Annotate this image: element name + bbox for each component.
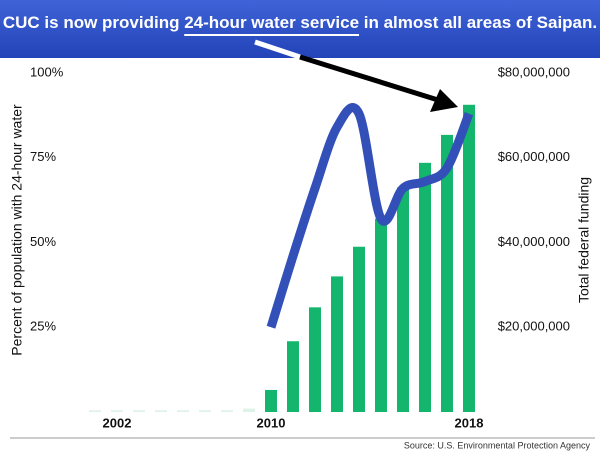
y-tick-label: 25% [30, 319, 56, 334]
arrow-shaft [299, 54, 439, 103]
bar [265, 389, 277, 412]
x-tick-label: 2018 [455, 415, 484, 430]
bar [199, 410, 211, 412]
bar [221, 410, 233, 412]
y2-tick-label: $60,000,000 [498, 149, 570, 164]
bar [397, 187, 409, 412]
bar [111, 410, 123, 412]
banner [0, 0, 600, 58]
bar [463, 104, 475, 412]
bar [177, 410, 189, 412]
y2-tick-label: $80,000,000 [498, 64, 570, 79]
title-part: 24-hour water service [184, 13, 359, 32]
bar [419, 162, 431, 412]
bar [133, 410, 145, 412]
y-axis-label: Percent of population with 24-hour water [9, 104, 25, 356]
bar [287, 341, 299, 412]
source: Source: U.S. Environmental Protection Ag… [404, 440, 591, 450]
y2-tick-label: $20,000,000 [498, 319, 570, 334]
x-tick-label: 2002 [103, 415, 132, 430]
bar [331, 276, 343, 412]
bar [309, 307, 321, 412]
bar [155, 410, 167, 412]
bar [89, 410, 101, 412]
bar [375, 218, 387, 412]
line [266, 103, 474, 329]
y2-axis-label: Total federal funding [576, 177, 592, 303]
arrow-head [430, 89, 458, 112]
bar [353, 246, 365, 412]
chart-title: CUC is now providing 24-hour water servi… [3, 13, 597, 32]
bar [441, 134, 453, 412]
y-tick-label: 75% [30, 149, 56, 164]
bar [243, 408, 255, 412]
y2-tick-label: $40,000,000 [498, 234, 570, 249]
y-tick-label: 100% [30, 64, 64, 79]
title-part: in almost all areas of Saipan. [359, 13, 597, 32]
arrow-shaft-white [254, 39, 301, 60]
title-part: CUC is now providing [3, 13, 184, 32]
x-tick-label: 2010 [257, 415, 286, 430]
y-tick-label: 50% [30, 234, 56, 249]
